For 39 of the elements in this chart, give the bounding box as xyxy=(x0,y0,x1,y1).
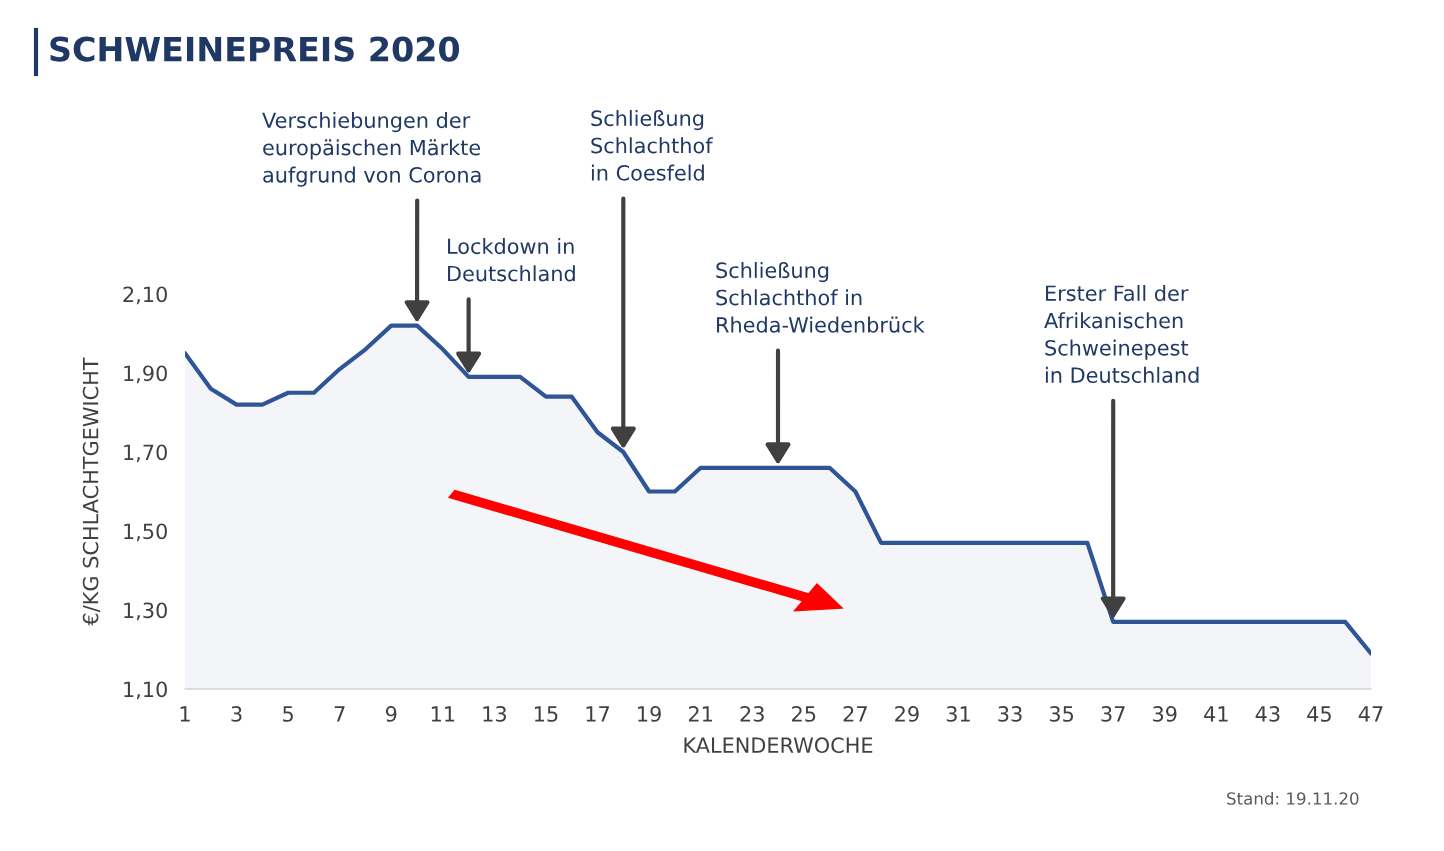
y-tick-label: 1,90 xyxy=(124,365,167,384)
x-axis-title: KALENDERWOCHE xyxy=(684,737,873,754)
x-tick-label: 19 xyxy=(638,706,661,722)
x-tick-label: 1 xyxy=(180,706,190,722)
x-tick-label: 39 xyxy=(1153,706,1177,722)
chart-title: SCHWEINEPREIS 2020 xyxy=(50,36,460,62)
x-tick-label: 9 xyxy=(385,706,397,722)
x-tick-label: 5 xyxy=(283,706,293,722)
x-tick-label: 45 xyxy=(1307,706,1331,722)
y-tick-label: 2,10 xyxy=(123,286,167,305)
x-tick-label: 3 xyxy=(231,706,242,722)
annotation: Schließung Schlachthof in Rheda-Wiedenbrück xyxy=(716,262,925,333)
x-tick-label: 21 xyxy=(688,706,712,722)
y-tick-label: 1,30 xyxy=(124,602,167,621)
x-tick-label: 7 xyxy=(334,706,345,722)
annotation: Erster Fall der Afrikanischen Schweinepest in Deutschland xyxy=(1044,285,1199,383)
x-tick-label: 29 xyxy=(895,706,919,722)
x-tick-label: 33 xyxy=(998,706,1022,722)
x-tick-label: 47 xyxy=(1358,706,1383,722)
x-tick-label: 31 xyxy=(946,706,970,722)
x-tick-label: 41 xyxy=(1204,706,1228,722)
y-tick-label: 1,70 xyxy=(124,444,167,463)
x-tick-label: 25 xyxy=(792,706,816,722)
annotation: Schließung Schlachthof in Coesfeld xyxy=(591,110,713,181)
y-axis-title: €/KG SCHLACHTGEWICHT xyxy=(82,357,101,626)
text: Stand: 19.11.20 xyxy=(1227,791,1359,805)
annotation: Verschiebungen der europäischen Märkte aufgrund von Corona xyxy=(262,112,481,187)
x-tick-label: 23 xyxy=(740,706,764,722)
x-tick-label: 37 xyxy=(1101,706,1125,722)
x-tick-label: 43 xyxy=(1255,706,1280,722)
x-tick-label: 11 xyxy=(431,706,455,722)
x-tick-label: 27 xyxy=(843,706,867,722)
y-tick-label: 1,50 xyxy=(124,523,167,542)
x-tick-label: 13 xyxy=(483,706,506,722)
x-tick-label: 15 xyxy=(534,706,558,722)
x-tick-label: 35 xyxy=(1049,706,1074,722)
y-tick-label: 1,10 xyxy=(124,681,167,700)
annotation: Lockdown in Deutschland xyxy=(448,238,575,282)
x-tick-label: 17 xyxy=(586,706,609,722)
